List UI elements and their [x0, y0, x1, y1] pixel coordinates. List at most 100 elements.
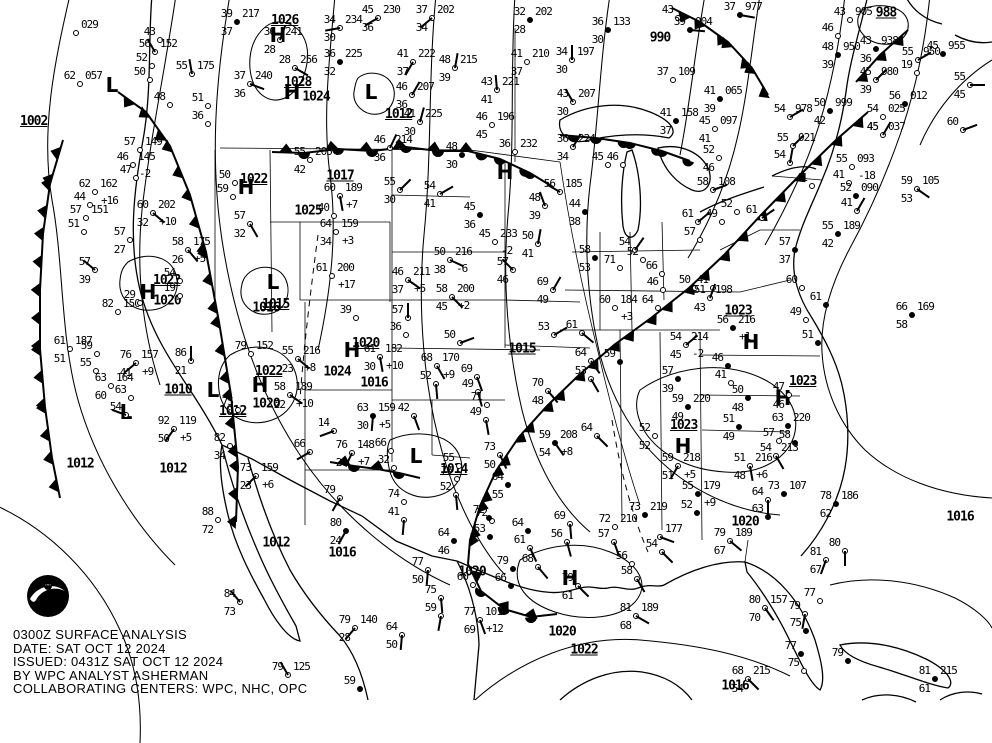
station-temperature: 50: [678, 273, 691, 286]
isobar-label: 1016: [360, 375, 388, 391]
station-pressure: 004: [695, 15, 713, 28]
station-dewpoint: 61: [918, 682, 931, 695]
station-pressure: 170: [442, 351, 460, 364]
station-circle-icon: [524, 59, 530, 65]
station-dewpoint: 55: [491, 488, 504, 501]
isobar-label: 1020: [548, 624, 576, 640]
station-temperature: 56: [550, 527, 563, 540]
isobar-label: 1023: [724, 303, 752, 319]
station-circle-icon: [823, 302, 829, 308]
station-temperature: 66: [645, 259, 658, 272]
station-temperature: 46: [391, 265, 404, 278]
front-cold: [467, 111, 869, 565]
station-temperature: 46: [395, 80, 408, 93]
station-circle-icon: [357, 686, 363, 692]
station-temperature: 71: [470, 390, 483, 403]
caption-line-date: DATE: SAT OCT 12 2024: [13, 640, 166, 656]
station-pressure: 225: [425, 107, 443, 120]
high-pressure-center: H: [742, 329, 760, 354]
station-temperature: 77: [411, 555, 424, 568]
station-pressure: 200: [337, 261, 355, 274]
station-circle-icon: [640, 257, 646, 263]
station-dewpoint: 32: [136, 216, 149, 229]
isobar-label: 1025: [294, 203, 322, 219]
high-pressure-center: H: [774, 385, 792, 410]
station-temperature: 79: [271, 660, 284, 673]
station-temperature: 55: [835, 152, 848, 165]
station-temperature: 47: [119, 163, 132, 176]
station-temperature: 52: [135, 51, 148, 64]
station-temperature: 84: [223, 587, 236, 600]
station-temperature: 59: [900, 174, 913, 187]
isobar-label: 990: [649, 30, 672, 46]
high-pressure-center: H: [251, 372, 269, 397]
station-temperature: 69: [536, 275, 549, 288]
station-circle-icon: [853, 193, 859, 199]
wind-barb-icon: [970, 84, 985, 86]
station-temperature: 41: [659, 106, 672, 119]
station-dewpoint: 41: [698, 132, 711, 145]
station-circle-icon: [133, 175, 139, 181]
station-temperature: 58: [171, 235, 184, 248]
station-circle-icon: [87, 202, 93, 208]
front-cold: [855, 29, 909, 83]
map-line: [504, 299, 581, 303]
station-temperature: 79: [561, 571, 574, 584]
station-temperature: 61: [53, 334, 66, 347]
map-line: [744, 539, 749, 563]
station-pressure: 938: [881, 34, 899, 47]
station-dewpoint: 38: [568, 215, 581, 228]
station-temperature: 43: [556, 87, 569, 100]
station-pressure: 182: [385, 342, 403, 355]
station-circle-icon: [909, 312, 915, 318]
station-pressure: 215: [940, 664, 958, 677]
station-dewpoint: 27: [113, 243, 126, 256]
isobar-label: 1016: [252, 300, 280, 316]
map-line: [559, 670, 693, 701]
station-dewpoint: 42: [821, 237, 834, 250]
station-circle-icon: [685, 404, 691, 410]
station-temperature: 60: [598, 293, 611, 306]
station-temperature: 55: [901, 45, 914, 58]
station-temperature: 36: [498, 137, 511, 150]
station-pressure: 105: [922, 174, 940, 187]
station-temperature: 80: [748, 593, 761, 606]
station-temperature: 51: [67, 217, 80, 230]
station-pressure: 202: [437, 3, 455, 16]
map-line: [699, 331, 703, 541]
station-circle-icon: [880, 114, 886, 120]
station-circle-icon: [487, 534, 493, 540]
analysis-caption: 0300Z SURFACE ANALYSIS DATE: SAT OCT 12 …: [13, 628, 307, 696]
map-line: [217, 346, 298, 424]
svg-text:'''': '''': [45, 584, 51, 590]
station-circle-icon: [486, 515, 492, 521]
station-temperature: 63: [114, 383, 127, 396]
station-circle-icon: [803, 628, 809, 634]
station-temperature: 28: [278, 53, 291, 66]
station-dewpoint: 39: [661, 382, 674, 395]
station-temperature: 46: [373, 133, 386, 146]
station-temperature: 56: [888, 89, 901, 102]
station-temperature: 57: [597, 527, 610, 540]
station-temperature: 78: [819, 489, 832, 502]
station-pressure: 189: [345, 181, 363, 194]
station-temperature: 36: [263, 25, 276, 38]
station-tendency: -18: [858, 169, 876, 182]
station-temperature: 49: [469, 405, 482, 418]
station-temperature: 57: [778, 235, 791, 248]
station-circle-icon: [803, 317, 809, 323]
station-dewpoint: 32: [233, 227, 246, 240]
station-pressure: 234: [345, 13, 363, 26]
map-line: [0, 506, 141, 743]
station-pressure: 240: [255, 69, 273, 82]
map-line: [353, 72, 395, 115]
station-circle-icon: [470, 582, 476, 588]
station-dewpoint: 36: [859, 52, 872, 65]
station-dewpoint: 45: [669, 348, 682, 361]
station-pressure: 175: [193, 235, 211, 248]
station-tendency: +5: [180, 431, 192, 444]
high-pressure-center: H: [237, 174, 255, 199]
station-temperature: 55: [293, 145, 306, 158]
station-temperature: 46: [821, 21, 834, 34]
